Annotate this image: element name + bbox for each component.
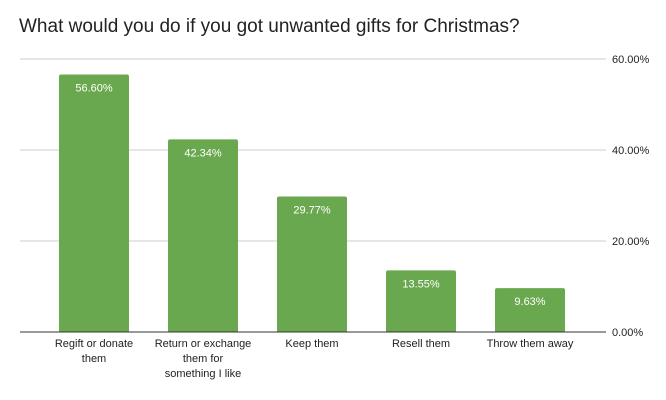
bar <box>168 139 238 332</box>
bar <box>495 288 565 332</box>
x-tick-label: Throw them away <box>487 338 574 350</box>
data-label: 13.55% <box>402 278 440 290</box>
data-label: 56.60% <box>75 82 113 94</box>
x-tick-label: Keep them <box>285 338 338 350</box>
x-tick-label: them <box>82 353 106 365</box>
data-label: 29.77% <box>293 205 331 217</box>
x-tick-label: Return or exchange <box>155 338 252 350</box>
data-label: 42.34% <box>184 147 222 159</box>
y-tick-label: 20.00% <box>612 236 650 248</box>
bar <box>59 74 129 332</box>
y-tick-label: 60.00% <box>612 54 650 66</box>
y-tick-label: 0.00% <box>612 327 643 339</box>
x-tick-label: them for <box>183 353 224 365</box>
chart-title: What would you do if you got unwanted gi… <box>19 16 520 37</box>
bar <box>386 270 456 332</box>
x-tick-label: Resell them <box>392 338 450 350</box>
x-tick-label: something I like <box>165 368 241 380</box>
data-label: 9.63% <box>514 296 545 308</box>
y-tick-label: 40.00% <box>612 145 650 157</box>
x-tick-label: Regift or donate <box>55 338 133 350</box>
bar <box>277 196 347 332</box>
